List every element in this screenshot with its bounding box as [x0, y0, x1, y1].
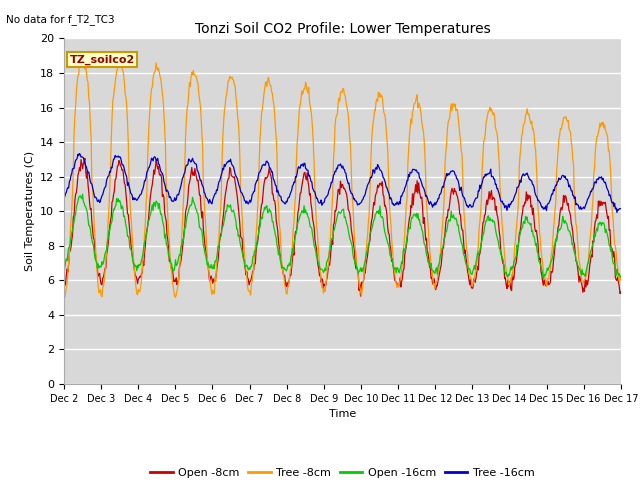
Tree -8cm	[428, 267, 436, 273]
Open -8cm	[412, 182, 419, 188]
Open -16cm	[185, 207, 193, 213]
Legend: Open -8cm, Tree -8cm, Open -16cm, Tree -16cm: Open -8cm, Tree -8cm, Open -16cm, Tree -…	[146, 463, 539, 480]
Tree -8cm	[129, 247, 137, 253]
Line: Open -8cm: Open -8cm	[64, 158, 621, 296]
Open -8cm	[214, 257, 222, 263]
Open -8cm	[60, 284, 68, 289]
Tree -16cm	[70, 166, 78, 171]
Tree -16cm	[617, 206, 625, 212]
Tree -16cm	[128, 192, 136, 198]
Open -16cm	[128, 253, 136, 259]
Tree -8cm	[61, 295, 68, 300]
Tree -16cm	[214, 183, 222, 189]
Open -16cm	[428, 261, 435, 266]
Tree -16cm	[76, 151, 83, 156]
Tree -8cm	[617, 274, 625, 279]
Tree -8cm	[71, 113, 79, 119]
Text: No data for f_T2_TC3: No data for f_T2_TC3	[6, 14, 115, 25]
Open -16cm	[70, 219, 78, 225]
Line: Tree -16cm: Tree -16cm	[64, 154, 621, 213]
Open -16cm	[79, 192, 86, 197]
Tree -16cm	[185, 156, 193, 162]
Open -8cm	[81, 156, 89, 161]
Open -8cm	[128, 251, 136, 257]
Tree -8cm	[60, 290, 68, 296]
Open -8cm	[185, 183, 193, 189]
Line: Tree -8cm: Tree -8cm	[64, 53, 621, 298]
Text: TZ_soilco2: TZ_soilco2	[70, 55, 135, 65]
Tree -8cm	[78, 50, 86, 56]
Tree -16cm	[411, 167, 419, 172]
Title: Tonzi Soil CO2 Profile: Lower Temperatures: Tonzi Soil CO2 Profile: Lower Temperatur…	[195, 22, 490, 36]
Open -16cm	[411, 212, 419, 217]
Tree -16cm	[428, 200, 435, 205]
Open -8cm	[356, 293, 364, 299]
Tree -16cm	[613, 210, 621, 216]
Open -16cm	[214, 243, 222, 249]
Open -16cm	[540, 276, 547, 282]
Open -8cm	[70, 212, 78, 218]
Open -16cm	[60, 268, 68, 274]
Open -8cm	[617, 289, 625, 295]
Open -16cm	[617, 274, 625, 280]
X-axis label: Time: Time	[329, 409, 356, 419]
Tree -8cm	[412, 99, 419, 105]
Tree -16cm	[60, 193, 68, 199]
Y-axis label: Soil Temperatures (C): Soil Temperatures (C)	[24, 151, 35, 271]
Line: Open -16cm: Open -16cm	[64, 194, 621, 279]
Open -8cm	[428, 275, 436, 280]
Tree -8cm	[215, 236, 223, 242]
Tree -8cm	[186, 80, 193, 85]
